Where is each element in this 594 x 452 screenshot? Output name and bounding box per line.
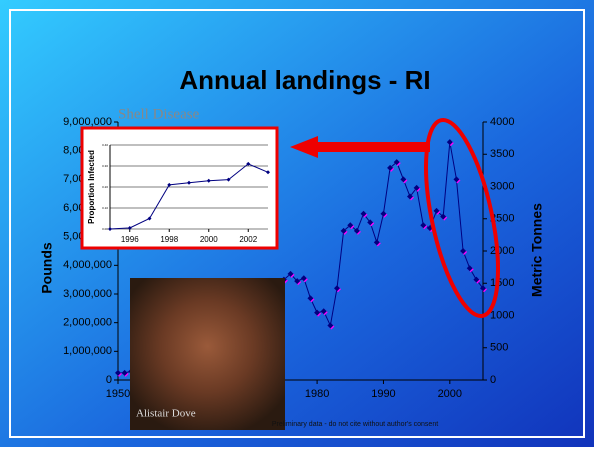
marker bbox=[340, 227, 347, 234]
x-tick-label: 2000 bbox=[438, 388, 462, 400]
x-tick-label: 1990 bbox=[371, 388, 395, 400]
y-tick-label: 0.00 bbox=[102, 227, 108, 231]
x-tick-label: 1998 bbox=[160, 235, 178, 244]
slide-title: Annual landings - RI bbox=[179, 65, 430, 95]
x-tick-label: 1996 bbox=[121, 235, 139, 244]
marker bbox=[360, 210, 367, 217]
marker bbox=[387, 164, 394, 171]
marker bbox=[466, 265, 473, 272]
marker bbox=[147, 216, 152, 221]
y2-tick-label: 1500 bbox=[490, 277, 514, 289]
y-tick-label: 2,000,000 bbox=[63, 317, 112, 329]
arrow bbox=[290, 136, 430, 158]
y-tick-label: 9,000,000 bbox=[63, 116, 112, 128]
y2-tick-label: 3000 bbox=[490, 180, 514, 192]
highlight-ellipse bbox=[424, 117, 500, 319]
marker bbox=[460, 248, 467, 254]
y2-tick-label: 500 bbox=[490, 342, 508, 354]
x-tick-label: 1980 bbox=[305, 388, 329, 400]
inset-y-label: Proportion Infected bbox=[87, 150, 96, 224]
marker bbox=[446, 139, 453, 146]
y2-tick-label: 3500 bbox=[490, 148, 514, 160]
marker bbox=[347, 222, 354, 229]
marker bbox=[373, 239, 380, 246]
marker bbox=[266, 170, 270, 175]
y-axis-label: Pounds bbox=[39, 242, 55, 294]
marker bbox=[400, 176, 407, 183]
y2-tick-label: 2500 bbox=[490, 213, 514, 225]
marker bbox=[320, 308, 327, 315]
frame bbox=[9, 9, 585, 438]
inset-title: Shell Disease bbox=[118, 106, 200, 122]
marker bbox=[226, 177, 231, 182]
marker bbox=[115, 369, 121, 376]
x-tick-label: 1950 bbox=[106, 388, 130, 400]
y-tick-label: 3,000,000 bbox=[63, 288, 112, 300]
marker bbox=[246, 161, 251, 166]
inset-box bbox=[80, 126, 279, 250]
y-tick-label: 0.10 bbox=[102, 206, 108, 210]
marker bbox=[393, 159, 400, 166]
marker bbox=[300, 275, 307, 282]
y-tick-label: 0.40 bbox=[102, 143, 108, 147]
y2-tick-label: 4000 bbox=[490, 116, 514, 128]
marker bbox=[307, 295, 314, 302]
marker bbox=[167, 182, 172, 187]
y-tick-label: 0.20 bbox=[102, 185, 108, 189]
marker bbox=[380, 210, 387, 217]
marker bbox=[121, 369, 128, 376]
photo-credit: Alistair Dove bbox=[136, 408, 196, 420]
inset-chart: 0.00 0.10 0.20 0.30 0.40 1996 1998 2000 2002 bbox=[102, 143, 270, 244]
y-tick-label: 0.30 bbox=[102, 164, 108, 168]
marker bbox=[187, 180, 191, 185]
y2-tick-label: 0 bbox=[490, 374, 496, 386]
marker bbox=[473, 276, 480, 283]
y-tick-label: 0 bbox=[106, 374, 112, 386]
marker bbox=[407, 193, 413, 200]
marker bbox=[367, 219, 374, 226]
marker bbox=[440, 213, 447, 220]
y-tick-label: 1,000,000 bbox=[63, 345, 112, 357]
marker bbox=[127, 225, 132, 230]
marker bbox=[420, 222, 427, 229]
marker bbox=[287, 270, 294, 277]
marker bbox=[108, 227, 112, 231]
x-tick-label: 2000 bbox=[200, 235, 218, 244]
y2-tick-label: 1000 bbox=[490, 309, 514, 321]
marker bbox=[453, 176, 460, 183]
y2-tick-label: 2000 bbox=[490, 245, 514, 257]
footnote: Preliminary data - do not cite without a… bbox=[272, 421, 438, 428]
marker bbox=[433, 207, 440, 214]
marker bbox=[206, 178, 211, 183]
marker bbox=[413, 184, 420, 191]
y-tick-label: 4,000,000 bbox=[63, 259, 112, 271]
y2-axis-label: Metric Tonnes bbox=[529, 203, 545, 297]
marker bbox=[334, 285, 340, 292]
marker bbox=[480, 285, 486, 292]
photo bbox=[130, 278, 285, 430]
x-tick-label: 2002 bbox=[239, 235, 257, 244]
marker bbox=[353, 227, 360, 234]
marker bbox=[294, 278, 301, 285]
marker bbox=[327, 322, 334, 329]
marker bbox=[314, 309, 321, 316]
